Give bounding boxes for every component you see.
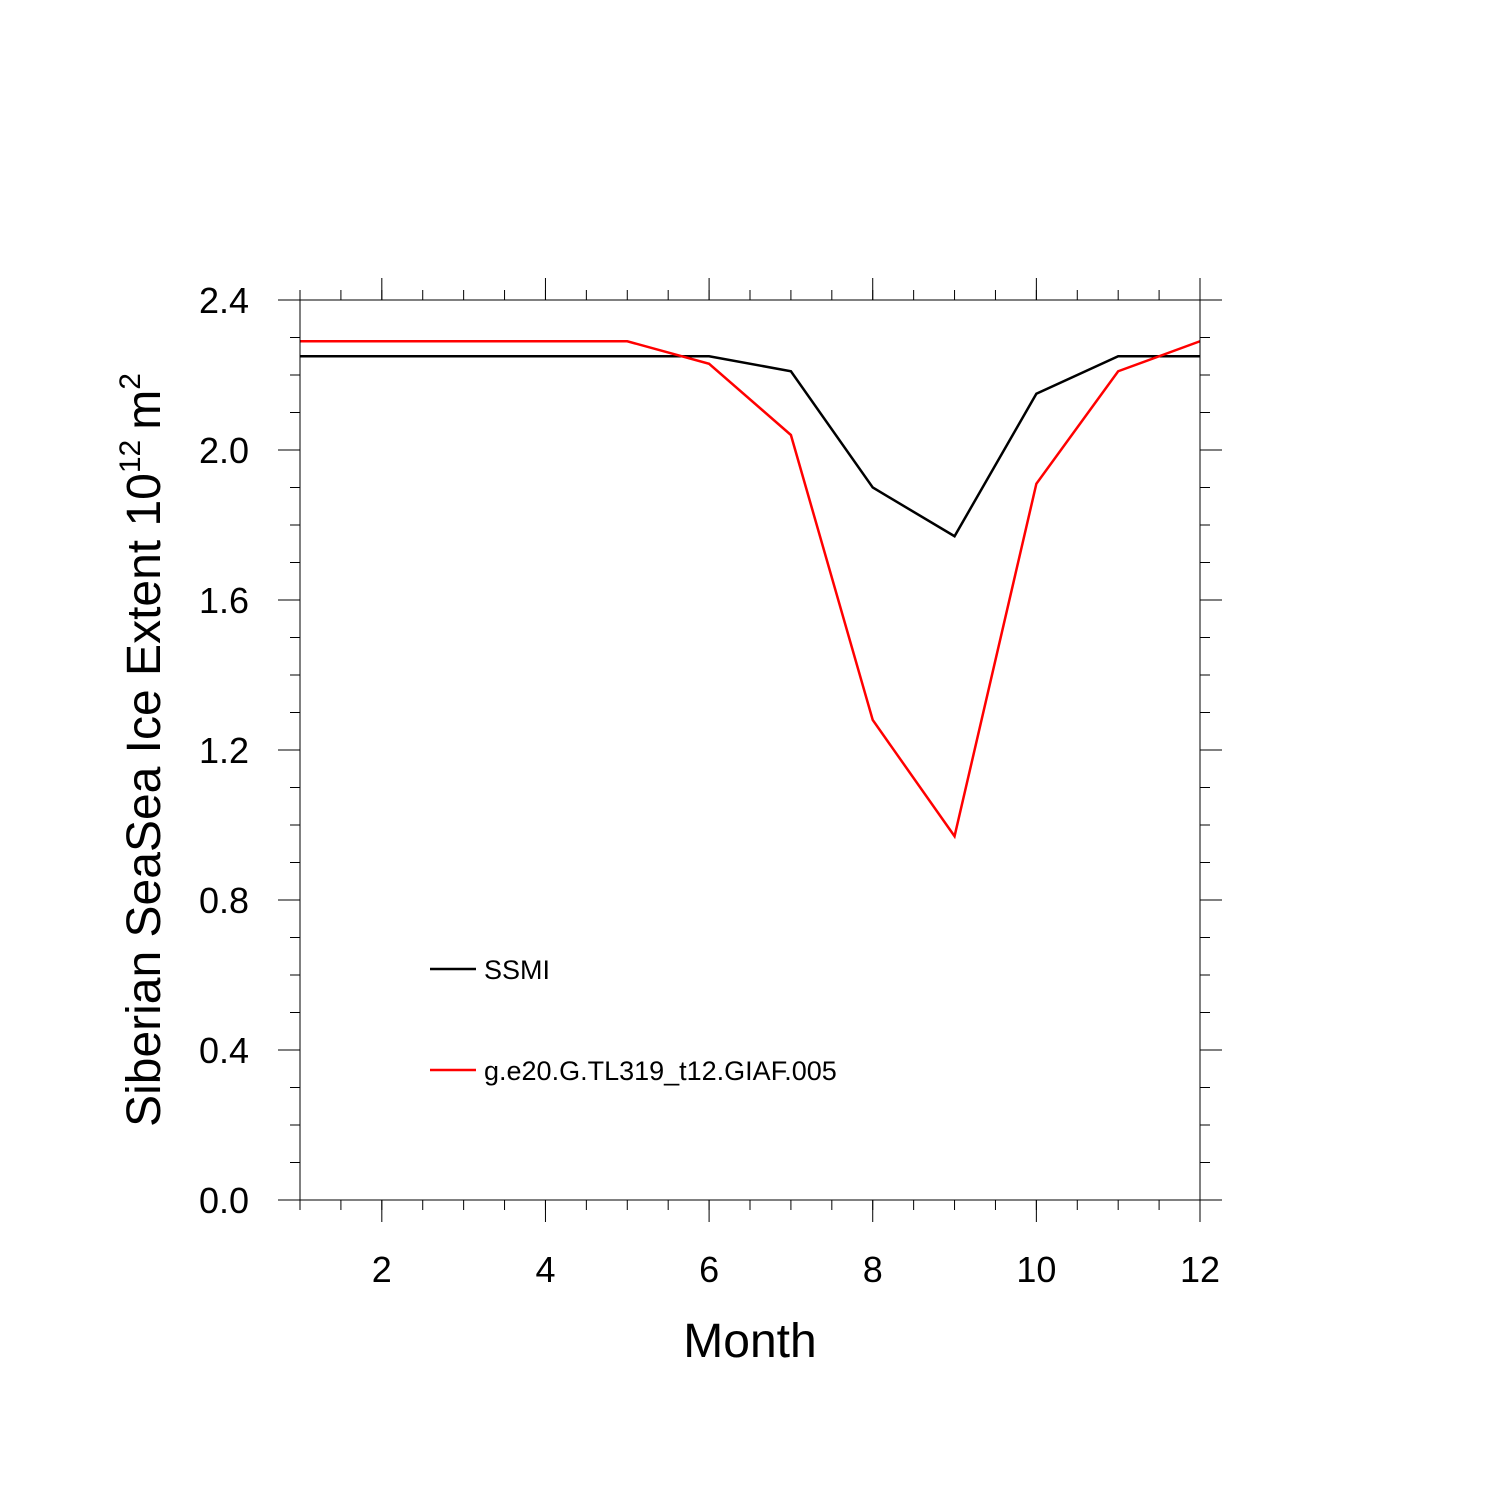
series-lines: [300, 340, 1201, 840]
series-line-model: [300, 340, 1201, 840]
x-tick-label: 12: [1180, 1249, 1220, 1290]
x-tick-label: 2: [372, 1249, 392, 1290]
series-line-ssmi: [300, 355, 1200, 538]
y-tick-label: 0.0: [199, 1180, 249, 1221]
legend: SSMI g.e20.G.TL319_t12.GIAF.005: [430, 955, 837, 1086]
y-axis-title-exponent: 12: [114, 440, 147, 473]
svg-text:Siberian SeaSea Ice Extent 101: Siberian SeaSea Ice Extent 1012 m2: [114, 373, 171, 1127]
legend-label-ssmi: SSMI: [484, 955, 550, 985]
x-axis-title: Month: [683, 1315, 816, 1368]
y-axis-title-main: Siberian SeaSea Ice Extent 10: [118, 473, 171, 1127]
y-axis-title: Siberian SeaSea Ice Extent 1012 m2: [114, 373, 171, 1127]
x-tick-label: 8: [863, 1249, 883, 1290]
y-axis-title-unit-exponent: 2: [114, 373, 147, 390]
y-tick-labels: 0.0 0.4 0.8 1.2 1.6 2.0 2.4: [199, 280, 249, 1221]
major-ticks: [278, 278, 1222, 1222]
y-tick-label: 0.8: [199, 880, 249, 921]
y-tick-label: 1.6: [199, 580, 249, 621]
plot-frame: [299, 299, 1201, 1201]
y-tick-label: 2.4: [199, 280, 249, 321]
y-axis-title-unit: m: [118, 390, 171, 430]
x-tick-label: 6: [699, 1249, 719, 1290]
x-tick-labels: 2 4 6 8 10 12: [372, 1249, 1220, 1290]
legend-label-model: g.e20.G.TL319_t12.GIAF.005: [484, 1056, 837, 1086]
y-tick-label: 1.2: [199, 730, 249, 771]
y-tick-label: 0.4: [199, 1030, 249, 1071]
x-tick-label: 4: [535, 1249, 555, 1290]
x-tick-label: 10: [1016, 1249, 1056, 1290]
y-tick-label: 2.0: [199, 430, 249, 471]
